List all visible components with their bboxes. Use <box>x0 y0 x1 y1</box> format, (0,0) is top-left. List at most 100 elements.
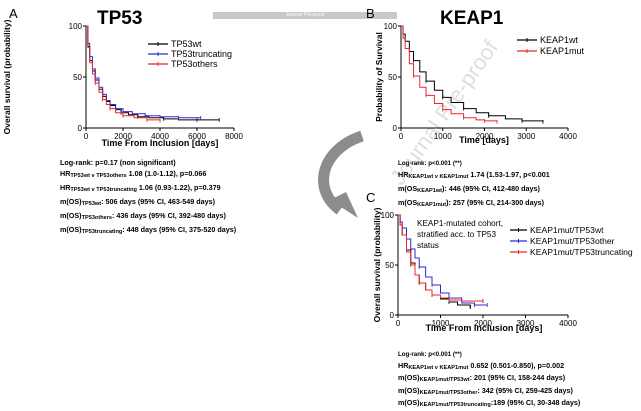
panel-c-letter: C <box>366 190 376 205</box>
stats-text: HR <box>60 169 71 178</box>
x-axis-label: Time From Inclusion [days] <box>426 323 543 333</box>
stats-text: 0.652 (0.501-0.850), p=0.002 <box>468 360 565 370</box>
y-tick-label: 100 <box>384 22 398 31</box>
stats-subscript: KEAP1wt v KEAP1mut <box>408 364 469 371</box>
legend-label: KEAP1mut <box>540 46 585 56</box>
x-tick-label: 3000 <box>517 319 535 328</box>
x-tick-label: 8000 <box>225 132 243 141</box>
stats-line: HRTP53wt v TP53others 1.08 (1.0-1.12), p… <box>60 168 236 182</box>
stats-text: m(OS <box>398 184 418 193</box>
stats-subscript: TP53others <box>81 215 113 221</box>
stats-text: Log-rank: p=0.17 (non significant) <box>60 158 176 167</box>
x-tick-label: 0 <box>399 132 404 141</box>
stats-text: m(OS) <box>398 373 420 382</box>
stats-text: m(OS <box>398 198 418 207</box>
y-axis-label: Overall survival (probability) <box>2 20 12 134</box>
y-axis-label: Overall survival (probability) <box>372 207 382 322</box>
series-line-KEAP1mut <box>401 25 498 122</box>
stats-line: m(OS)TP53truncating: 448 days (95% CI, 3… <box>60 224 236 238</box>
stats-subscript: TP53wt v TP53truncating <box>70 187 137 193</box>
stats-line: m(OS)TP53others: 436 days (95% CI, 392-4… <box>60 210 236 224</box>
series-line-TP53truncating <box>86 25 201 119</box>
stats-line: m(OSKEAP1mut): 257 (95% CI, 214-300 days… <box>398 197 550 211</box>
legend-label: TP53others <box>171 59 218 69</box>
x-axis-label: Time [days] <box>459 135 509 145</box>
panel-a-letter: A <box>9 6 18 21</box>
stats-line: m(OS)KEAP1mut/TP53truncating:189 (95% CI… <box>398 398 580 411</box>
stats-text: Log-rank: p<0.001 (**) <box>398 160 462 167</box>
stats-subscript: KEAP1mut <box>417 202 447 208</box>
curved-arrow <box>318 130 364 218</box>
x-tick-label: 4000 <box>559 319 577 328</box>
chart-a: 0 2000 4000 6000 8000 0 50 100 Overall survival … <box>2 20 243 148</box>
stats-text: m(OS) <box>398 385 420 395</box>
stats-line: HRTP53wt v TP53truncating 1.06 (0.93-1.2… <box>60 182 236 196</box>
legend-label: TP53wt <box>171 39 202 49</box>
journal-banner: Journal Pre-proof <box>213 12 397 19</box>
stats-text: ): 446 (95% CI, 412-480 days) <box>442 184 540 193</box>
stats-line: Log-rank: p<0.001 (**) <box>398 349 580 361</box>
x-tick-label: 3000 <box>517 132 535 141</box>
curved-arrow-shaft <box>318 130 364 215</box>
stats-c: Log-rank: p<0.001 (**) HRKEAP1wt v KEAP1m… <box>398 349 580 411</box>
annotation-line: KEAP1-mutated cohort, <box>417 219 504 228</box>
x-tick-label: 1000 <box>434 132 452 141</box>
stats-text: m(OS) <box>60 197 82 206</box>
annotation-line: status <box>417 241 439 250</box>
panel-c-annotation: KEAP1-mutated cohort, stratified acc. to… <box>417 218 503 251</box>
stats-line: HRKEAP1wt v KEAP1mut 0.652 (0.501-0.850)… <box>398 361 580 374</box>
x-tick-label: 0 <box>396 319 401 328</box>
panel-a-title: TP53 <box>97 8 143 29</box>
stats-line: HRKEAP1wt v KEAP1mut 1.74 (1.53-1.97, p<… <box>398 169 550 183</box>
stats-subscript: KEAP1mut/TP53other <box>419 389 478 396</box>
stats-subscript: TP53truncating <box>81 229 123 235</box>
stats-text: HR <box>60 183 71 192</box>
stats-text: m(OS) <box>60 225 82 234</box>
legend-label: TP53truncating <box>171 49 232 59</box>
series-line-KEAP1wt <box>401 25 544 122</box>
stats-line: Log-rank: p=0.17 (non significant) <box>60 157 236 168</box>
y-axis-label: Probability of Survival <box>374 32 384 122</box>
stats-text: Log-rank: p<0.001 (**) <box>398 351 462 358</box>
x-tick-label: 2000 <box>114 132 132 141</box>
x-axis-label: Time From Inclusion [days] <box>102 138 219 148</box>
x-tick-label: 6000 <box>188 132 206 141</box>
panel-b-letter: B <box>366 6 375 21</box>
curved-arrow-head <box>330 192 358 218</box>
x-tick-label: 4000 <box>151 132 169 141</box>
annotation-line: stratified acc. to TP53 <box>417 230 497 239</box>
y-tick-label: 0 <box>393 124 398 133</box>
stats-text: : 436 days (95% CI, 392-480 days) <box>112 211 226 220</box>
stats-subscript: KEAP1wt <box>417 188 443 194</box>
stats-text: : 448 days (95% CI, 375-520 days) <box>122 225 237 234</box>
x-tick-label: 2000 <box>476 132 494 141</box>
x-tick-label: 4000 <box>559 132 577 141</box>
stats-line: m(OS)TP53wt: 506 days (95% CI, 463-549 d… <box>60 196 236 210</box>
stats-text: m(OS) <box>60 211 82 220</box>
stats-subscript: TP53wt <box>81 201 102 207</box>
y-tick-label: 50 <box>385 261 394 270</box>
stats-a: Log-rank: p=0.17 (non significant) HRTP53… <box>60 157 236 238</box>
stats-subscript: TP53wt v TP53others <box>70 173 127 179</box>
stats-line: Log-rank: p<0.001 (**) <box>398 157 550 169</box>
stats-text: ): 257 (95% CI, 214-300 days) <box>446 198 544 207</box>
stats-line: m(OS)KEAP1mut/TP53wt: 201 (95% CI, 158-2… <box>398 373 580 386</box>
stats-text: HR <box>398 170 409 179</box>
y-tick-label: 100 <box>381 211 395 220</box>
stats-text: 1.06 (0.93-1.22), p=0.379 <box>136 183 221 192</box>
stats-subscript: KEAP1mut/TP53wt <box>419 377 470 383</box>
legend-label: KEAP1wt <box>540 35 579 45</box>
legend-label: KEAP1mut/TP53other <box>530 236 615 246</box>
stats-text: : 506 days (95% CI, 463-549 days) <box>101 197 216 206</box>
panel-b-title: KEAP1 <box>440 8 504 29</box>
stats-line: m(OSKEAP1wt): 446 (95% CI, 412-480 days) <box>398 183 550 197</box>
stats-b: Log-rank: p<0.001 (**) HRKEAP1wt v KEAP1m… <box>398 157 550 211</box>
legend-label: KEAP1mut/TP53truncating <box>530 247 633 257</box>
stats-text: : 201 (95% CI, 158-244 days) <box>469 373 566 382</box>
y-tick-label: 100 <box>69 22 83 31</box>
stats-subscript: KEAP1wt v KEAP1mut <box>408 174 469 180</box>
y-tick-label: 0 <box>390 311 395 320</box>
stats-text: 1.74 (1.53-1.97, p<0.001 <box>468 170 550 179</box>
